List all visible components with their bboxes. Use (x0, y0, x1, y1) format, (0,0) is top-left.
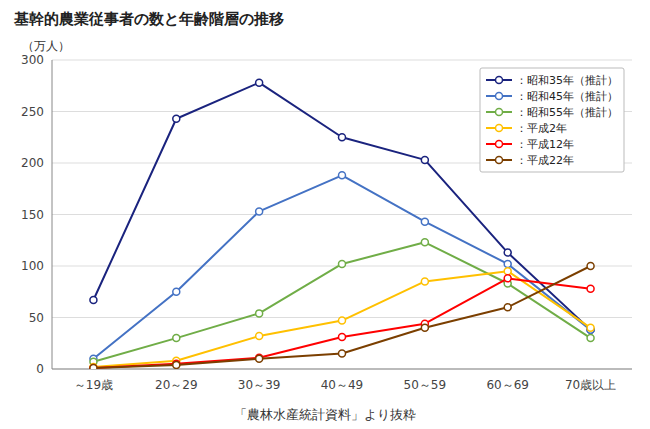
y-axis-line (52, 60, 53, 369)
grid (52, 60, 632, 369)
series-point (256, 79, 263, 86)
series-line (93, 175, 590, 358)
series-point (173, 288, 180, 295)
series-point (587, 324, 594, 331)
series-point (90, 364, 97, 369)
y-tick-label: 150 (21, 208, 44, 222)
x-tick-label: 60～69 (486, 378, 529, 392)
series-group (90, 79, 594, 369)
legend-label: ：平成2年 (516, 122, 567, 135)
legend-marker (496, 125, 503, 132)
legend-item: ：平成2年 (486, 122, 567, 135)
series-line (93, 266, 590, 368)
series-point (587, 285, 594, 292)
series-point (339, 260, 346, 267)
series-point (173, 115, 180, 122)
title: 基幹的農業従事者の数と年齢階層の推移 (13, 10, 284, 28)
legend-marker (496, 157, 503, 164)
legend-label: ：昭和35年（推計） (516, 74, 618, 87)
legend-label: ：昭和55年（推計） (516, 106, 618, 119)
series-point (421, 218, 428, 225)
series-point (421, 156, 428, 163)
y-tick-label: 250 (21, 105, 44, 119)
legend-box (480, 68, 624, 172)
series-point (339, 134, 346, 141)
series-point (587, 335, 594, 342)
series-point (339, 172, 346, 179)
series-point (173, 335, 180, 342)
series-point (90, 364, 97, 369)
x-tick-label: 40～49 (321, 378, 364, 392)
series-line (93, 278, 590, 368)
x-tick-label: 30～39 (238, 378, 281, 392)
series-point (339, 317, 346, 324)
series-point (256, 333, 263, 340)
x-axis-line (52, 369, 632, 370)
x-tick-label: ～19歳 (74, 378, 113, 392)
x-tick-label: 20～29 (155, 378, 198, 392)
legend-item: ：昭和45年（推計） (486, 90, 618, 103)
legend-item: ：平成12年 (486, 138, 574, 151)
series-point (173, 361, 180, 368)
legend-item: ：平成22年 (486, 154, 574, 167)
legend-marker (496, 109, 503, 116)
series-point (421, 324, 428, 331)
series-line (93, 271, 590, 367)
series-point (90, 296, 97, 303)
legend-label: ：平成12年 (516, 138, 574, 151)
y-tick-label: 200 (21, 156, 44, 170)
series-point (504, 268, 511, 275)
series-point (256, 355, 263, 362)
series-point (256, 208, 263, 215)
chart: 基幹的農業従事者の数と年齢階層の推移 （万人） 0 50 100 150 200 250 300… (0, 0, 650, 429)
grid-line (52, 214, 632, 215)
y-tick-label: 50 (29, 311, 44, 325)
legend-label: ：昭和45年（推計） (516, 90, 618, 103)
grid-line (52, 60, 632, 61)
grid-line (52, 369, 632, 370)
plot-area (52, 60, 632, 369)
series-point (339, 334, 346, 341)
legend: ：昭和35年（推計） ：昭和45年（推計） ：昭和55年（推計） ：平成2年 ：平成12… (480, 68, 624, 172)
x-tick-label: 70歳以上 (565, 378, 616, 392)
y-axis-label: （万人） (22, 39, 70, 53)
series-point (339, 350, 346, 357)
legend-marker (496, 93, 503, 100)
x-tick-label: 50～59 (404, 378, 447, 392)
y-tick-label: 300 (21, 53, 44, 67)
series-point (504, 249, 511, 256)
series-point (504, 304, 511, 311)
x-axis-label: 「農林水産統計資料」より抜粋 (234, 407, 416, 422)
legend-item: ：昭和35年（推計） (486, 74, 618, 87)
series-point (504, 260, 511, 267)
y-tick-label: 100 (21, 259, 44, 273)
series-point (421, 278, 428, 285)
series-point (256, 310, 263, 317)
legend-marker (496, 141, 503, 148)
series-point (504, 275, 511, 282)
series-point (587, 263, 594, 270)
legend-label: ：平成22年 (516, 154, 574, 167)
y-tick-label: 0 (36, 362, 44, 376)
legend-item: ：昭和55年（推計） (486, 106, 618, 119)
legend-marker (496, 77, 503, 84)
series-point (421, 239, 428, 246)
